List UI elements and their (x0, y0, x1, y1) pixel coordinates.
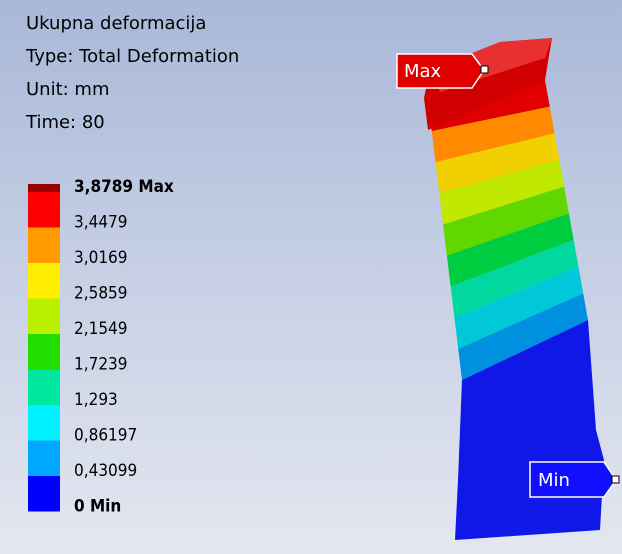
legend-label: 3,0169 (74, 248, 128, 268)
header-line: Ukupna deformacija (26, 13, 206, 34)
header-line: Time: 80 (25, 112, 105, 133)
min-label: Min (538, 470, 570, 491)
legend-labels: 3,8789 Max 3,4479 3,0169 2,5859 2,1549 1,7239… (74, 177, 174, 517)
min-marker: Min (529, 461, 620, 498)
legend-label: 3,8789 Max (74, 177, 174, 197)
blade-band (450, 240, 579, 318)
blade-band (454, 266, 584, 349)
legend-label: 2,5859 (74, 284, 128, 304)
legend-swatch (28, 405, 60, 441)
legend-swatch (28, 334, 60, 370)
legend-swatch (28, 476, 60, 512)
legend-label: 0 Min (74, 497, 121, 517)
header-line: Unit: mm (26, 79, 110, 100)
legend-label: 2,1549 (74, 319, 128, 339)
max-label: Max (404, 61, 442, 82)
legend-bar (28, 184, 60, 512)
legend-label: 0,43099 (74, 461, 137, 481)
legend-label: 3,4479 (74, 213, 128, 233)
blade-band (446, 213, 574, 287)
legend-swatch (28, 369, 60, 405)
legend-label: 1,293 (74, 390, 118, 410)
header: Ukupna deformacija Type: Total Deformatio… (25, 13, 239, 133)
blade-band (428, 80, 550, 132)
legend-swatch (28, 440, 60, 476)
blade-band (458, 293, 588, 380)
legend-swatch (28, 184, 60, 192)
blade-band (431, 106, 555, 163)
legend-swatch (28, 298, 60, 334)
legend-label: 0,86197 (74, 426, 137, 446)
legend-label: 1,7239 (74, 355, 128, 375)
max-marker: Max (396, 53, 489, 89)
header-line: Type: Total Deformation (25, 46, 239, 67)
legend-swatch (28, 192, 60, 228)
blade-band (435, 133, 560, 194)
legend-swatch (28, 263, 60, 299)
legend-swatch (28, 227, 60, 263)
blade-band (439, 160, 565, 225)
blade-band (443, 186, 569, 256)
